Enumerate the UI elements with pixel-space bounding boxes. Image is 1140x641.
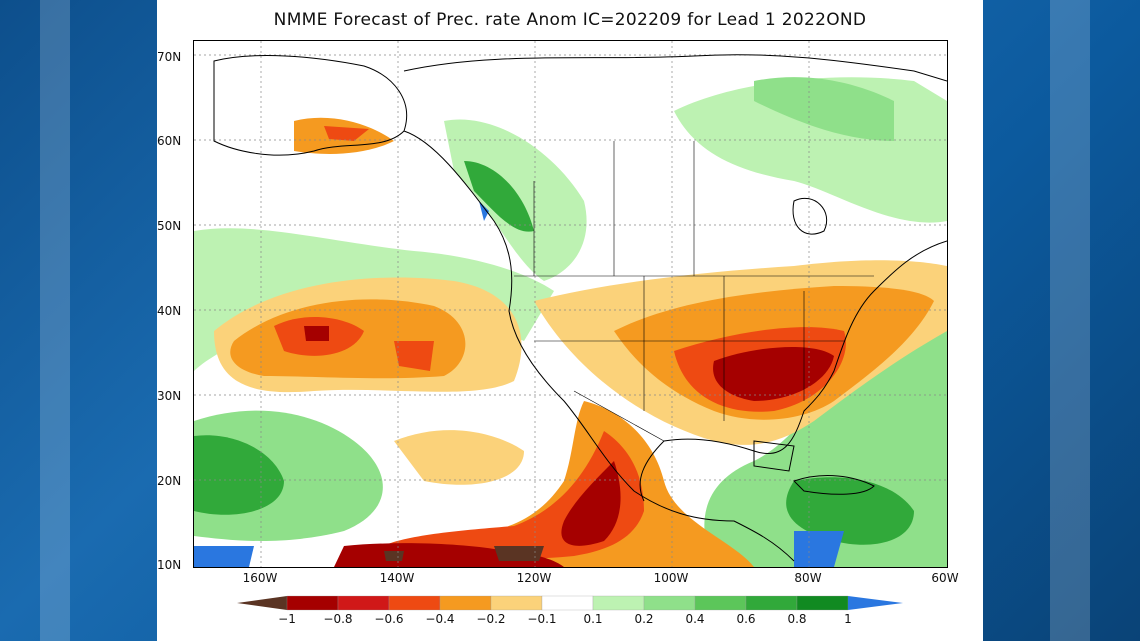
background-stripe xyxy=(1050,0,1090,641)
florida-outline xyxy=(753,440,795,472)
map-title: NMME Forecast of Prec. rate Anom IC=2022… xyxy=(273,10,867,30)
colorbar-swatch xyxy=(694,595,747,611)
colorbar-swatch xyxy=(745,595,798,611)
colorbar-label: 0.2 xyxy=(634,612,654,626)
colorbar-label: 0.1 xyxy=(583,612,603,626)
forecast-map-panel: NMME Forecast of Prec. rate Anom IC=2022… xyxy=(157,0,983,641)
colorbar-swatch xyxy=(286,595,339,611)
extreme-dry-spot-west xyxy=(384,551,404,561)
lat-label-50n: 50N xyxy=(157,219,182,233)
map-plot-area xyxy=(193,40,948,568)
colorbar-swatch xyxy=(541,595,594,611)
colorbar-label: −0.2 xyxy=(476,612,506,626)
colorbar-swatch xyxy=(490,595,543,611)
colorbar xyxy=(237,595,903,611)
lon-label-80w: 80W xyxy=(794,571,822,585)
continent-outlines xyxy=(213,54,947,562)
arctic-coast-outline xyxy=(403,54,947,82)
political-borders xyxy=(514,141,874,442)
colorbar-label: −0.8 xyxy=(323,612,353,626)
colorbar-label: 0.4 xyxy=(685,612,705,626)
lat-label-40n: 40N xyxy=(157,304,182,318)
very-wet-spot-bc xyxy=(479,201,489,221)
extreme-dry-region-tropical-pacific xyxy=(494,546,544,561)
colorbar-label: 0.6 xyxy=(736,612,756,626)
colorbar-arrow-low xyxy=(237,596,287,610)
colorbar-swatch xyxy=(643,595,696,611)
colorbar-label: −0.6 xyxy=(374,612,404,626)
colorbar-label: 1 xyxy=(844,612,852,626)
lat-label-30n: 30N xyxy=(157,389,182,403)
colorbar-label: −0.4 xyxy=(425,612,455,626)
colorbar-swatch xyxy=(592,595,645,611)
colorbar-swatch xyxy=(439,595,492,611)
east-coast-outline xyxy=(639,240,947,502)
dry-region-mexico-core xyxy=(561,461,621,546)
colorbar-label: −1 xyxy=(278,612,296,626)
cuba-outline xyxy=(793,475,875,495)
lon-label-120w: 120W xyxy=(516,571,552,585)
wet-region-caribbean-core xyxy=(786,477,914,545)
colorbar-label: −0.1 xyxy=(527,612,557,626)
wet-region-coastal-canada xyxy=(464,161,534,232)
lat-label-70n: 70N xyxy=(157,50,182,64)
very-wet-region-sw xyxy=(194,546,254,567)
lon-label-160w: 160W xyxy=(242,571,278,585)
lat-label-10n: 10N xyxy=(157,558,182,572)
lat-label-20n: 20N xyxy=(157,474,182,488)
dry-region-subtropical-pacific xyxy=(394,430,524,485)
lon-label-60w: 60W xyxy=(931,571,959,585)
lat-label-60n: 60N xyxy=(157,134,182,148)
colorbar-swatch xyxy=(388,595,441,611)
west-coast-outline xyxy=(403,130,795,562)
hudson-bay-outline xyxy=(792,197,828,235)
precipitation-anomaly-map xyxy=(194,41,947,567)
dry-region-alaska-core xyxy=(324,126,369,141)
dry-region-tropical-pacific xyxy=(334,543,564,567)
dry-region-mexico-pacific xyxy=(386,401,754,567)
colorbar-swatch xyxy=(337,595,390,611)
lon-label-100w: 100W xyxy=(653,571,689,585)
colorbar-swatch xyxy=(796,595,849,611)
dry-region-north-pacific-extreme xyxy=(304,326,329,341)
wet-region-hudson xyxy=(754,77,894,141)
map-gridlines xyxy=(194,41,947,567)
colorbar-label: 0.8 xyxy=(787,612,807,626)
background-stripe xyxy=(40,0,70,641)
lon-label-140w: 140W xyxy=(379,571,415,585)
colorbar-arrow-high xyxy=(848,596,903,610)
wet-region-east-pacific-core xyxy=(194,435,284,515)
very-wet-region-central-america xyxy=(794,531,844,567)
dry-region-pacific-spot xyxy=(394,341,434,371)
